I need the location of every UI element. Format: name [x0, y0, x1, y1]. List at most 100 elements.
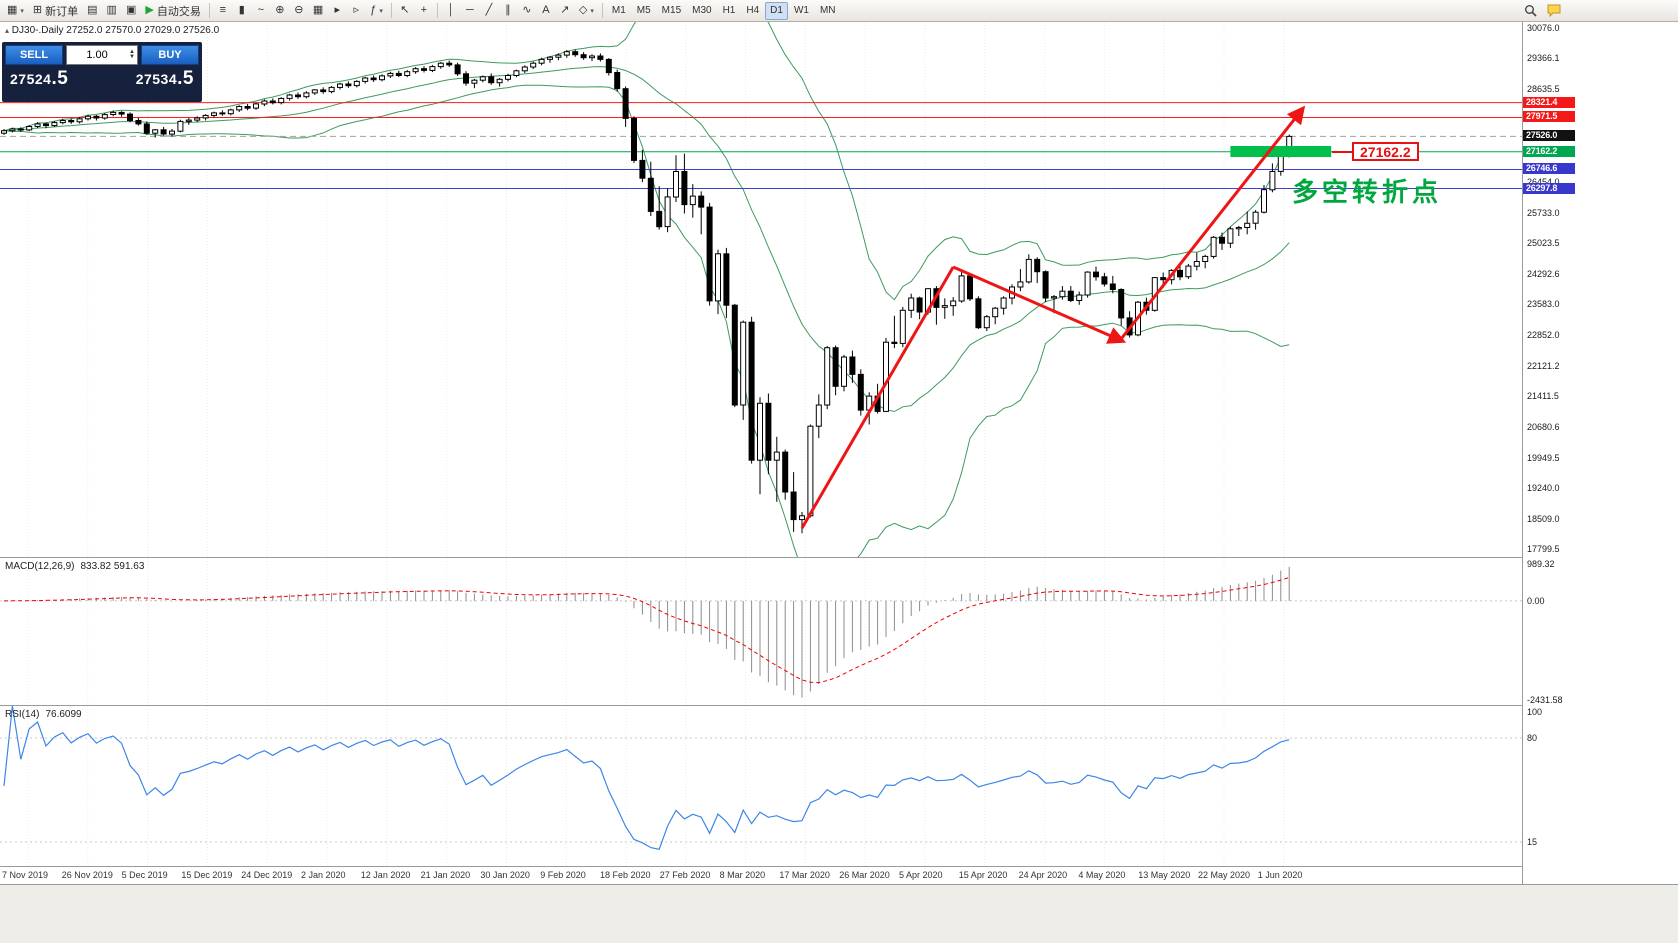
rsi-name: RSI(14): [5, 709, 40, 720]
candlestick-button[interactable]: ▮: [233, 2, 251, 20]
navigator-button[interactable]: ▣: [122, 2, 140, 20]
timeframe-button-m1[interactable]: M1: [611, 5, 626, 16]
tile-windows-button[interactable]: ▦: [309, 2, 327, 20]
chat-button[interactable]: [1543, 2, 1565, 20]
timeframe-button-mn[interactable]: MN: [819, 5, 836, 16]
autotrade-button[interactable]: ▶ 自动交易: [145, 4, 201, 18]
macd-axis-label: 0.00: [1527, 596, 1545, 606]
new-chart-button[interactable]: ▦ ▾: [7, 4, 24, 16]
cursor-button[interactable]: ↖: [396, 2, 414, 20]
rsi-axis-label: 15: [1527, 837, 1538, 847]
panel-separator[interactable]: [0, 557, 1678, 558]
timeframe-button-m5[interactable]: M5: [636, 5, 651, 16]
bottom-strip: [0, 885, 1678, 943]
rsi-panel-canvas[interactable]: [0, 706, 1522, 866]
time-axis[interactable]: 7 Nov 2019 26 Nov 2019 5 Dec 2019 15 Dec 20…: [0, 867, 1522, 884]
date-label: 21 Jan 2020: [420, 870, 471, 880]
zoom-in-button[interactable]: ⊕: [271, 2, 289, 20]
timeframe-button-h1[interactable]: H1: [722, 5, 736, 16]
market-watch-icon: ▤: [87, 4, 98, 16]
stepper-down-icon[interactable]: ▼: [129, 54, 135, 60]
price-axis-label: 19240.0: [1527, 483, 1560, 493]
market-watch-button[interactable]: ▤: [83, 2, 101, 20]
tile-windows-icon: ▦: [312, 4, 324, 16]
buy-button[interactable]: BUY: [141, 45, 199, 65]
price-badge-28321.4: 28321.4: [1523, 97, 1575, 108]
macd-label: MACD(12,26,9) 833.82 591.63: [5, 561, 144, 572]
macd-axis-label: 989.32: [1527, 559, 1555, 569]
lot-stepper[interactable]: ▲ ▼: [127, 49, 137, 60]
ohlc-bars-button[interactable]: ≡: [214, 2, 232, 20]
timeframe-button-d1[interactable]: D1: [765, 1, 788, 20]
macd-axis-label: -2431.58: [1527, 695, 1563, 705]
chart-ohlc-values: 27252.0 27570.0 27029.0 27526.0: [66, 25, 220, 36]
ohlc-bars-icon: ≡: [219, 4, 227, 16]
chart-shift-button[interactable]: ▹: [347, 2, 365, 20]
chat-bubble-icon: [1547, 4, 1561, 17]
auto-scroll-button[interactable]: ▸: [328, 2, 346, 20]
date-label: 17 Mar 2020: [779, 870, 830, 880]
channel-button[interactable]: ∥: [499, 2, 517, 20]
trendline-button[interactable]: ╱: [480, 2, 498, 20]
date-label: 13 May 2020: [1138, 870, 1191, 880]
search-icon: [1525, 5, 1537, 17]
rsi-axis-label: 80: [1527, 733, 1538, 743]
price-axis-label: 29366.1: [1527, 53, 1560, 63]
date-label: 1 Jun 2020: [1257, 870, 1303, 880]
collapse-panel-icon[interactable]: ▴: [5, 26, 10, 35]
arrow-object-button[interactable]: ↗: [556, 2, 574, 20]
date-label: 15 Apr 2020: [958, 870, 1008, 880]
support-zone-bar[interactable]: [1230, 146, 1332, 157]
crosshair-button[interactable]: +: [415, 2, 433, 20]
turning-point-label[interactable]: 多空转折点: [1292, 177, 1443, 207]
date-label: 15 Dec 2019: [181, 870, 233, 880]
macd-panel-canvas[interactable]: [0, 558, 1522, 705]
date-label: 22 May 2020: [1198, 870, 1251, 880]
arrow-object-icon: ↗: [560, 4, 570, 16]
search-button[interactable]: [1520, 2, 1541, 20]
data-window-button[interactable]: ▥: [103, 2, 121, 20]
date-label: 24 Apr 2020: [1018, 870, 1068, 880]
price-axis-label: 25733.0: [1527, 208, 1560, 218]
stepper-up-icon[interactable]: ▲: [129, 49, 135, 55]
vertical-line-button[interactable]: │: [442, 2, 460, 20]
price-badge-27162.2: 27162.2: [1523, 146, 1575, 157]
timeframe-button-w1[interactable]: W1: [793, 5, 809, 16]
date-label: 26 Mar 2020: [839, 870, 890, 880]
line-chart-button[interactable]: ~: [252, 2, 270, 20]
new-order-icon: ⊞: [32, 4, 43, 16]
data-window-icon: ▥: [106, 4, 117, 16]
toolbar-right-icons: [1520, 2, 1675, 20]
price-axis-label: 26454.0: [1527, 177, 1560, 187]
timeframe-button-m15[interactable]: M15: [661, 5, 682, 16]
macd-name: MACD(12,26,9): [5, 561, 75, 572]
panel-separator[interactable]: [0, 705, 1678, 706]
horizontal-line-button[interactable]: ─: [461, 2, 479, 20]
timeframe-button-h4[interactable]: H4: [746, 5, 760, 16]
new-order-button[interactable]: ⊞ 新订单: [32, 4, 79, 18]
main-chart-canvas[interactable]: [0, 22, 1522, 557]
fibonacci-button[interactable]: ∿: [518, 2, 536, 20]
indicators-icon: ƒ: [370, 4, 377, 16]
cursor-icon: ↖: [400, 4, 410, 16]
trend-arrows[interactable]: [800, 105, 1306, 529]
price-axis-label: 30076.0: [1527, 23, 1560, 33]
buy-price: 27534.5: [135, 68, 194, 89]
horizontal-line-icon: ─: [465, 4, 474, 16]
panel-separator: [0, 866, 1678, 867]
timeframe-button-m30[interactable]: M30: [692, 5, 712, 16]
price-callout[interactable]: 27162.2: [1352, 142, 1419, 161]
shapes-button[interactable]: ◇ ▾: [578, 4, 594, 16]
indicators-button[interactable]: ƒ ▾: [370, 4, 383, 16]
zoom-in-icon: ⊕: [275, 4, 285, 16]
rsi-value: 76.6099: [45, 709, 82, 720]
date-label: 26 Nov 2019: [61, 870, 113, 880]
text-button[interactable]: A: [537, 2, 555, 20]
sell-button[interactable]: SELL: [5, 45, 63, 65]
zoom-out-button[interactable]: ⊖: [290, 2, 308, 20]
lot-size-input[interactable]: [67, 48, 128, 62]
chart-symbol-ohlc: ▴ DJ30-.Daily 27252.0 27570.0 27029.0 27…: [5, 25, 219, 36]
date-label: 7 Nov 2019: [2, 870, 49, 880]
fibonacci-icon: ∿: [522, 4, 532, 16]
